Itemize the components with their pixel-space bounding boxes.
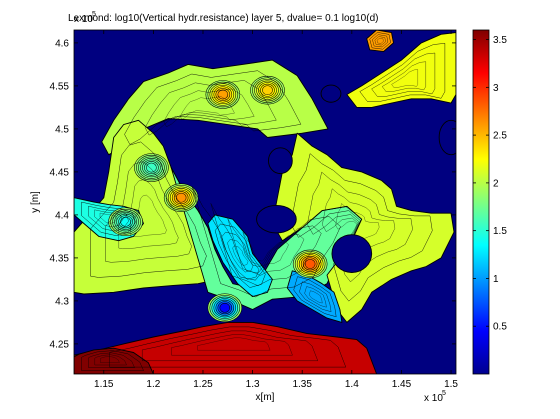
x-tick-label: 1.15 (94, 379, 114, 390)
contour-line (109, 326, 347, 368)
y-axis-label: y [m] (30, 191, 41, 213)
contour-line (94, 354, 127, 366)
colorbar-tick-label: 1.5 (493, 226, 507, 237)
contour-line (308, 290, 323, 304)
y-tick-label: 4.55 (50, 81, 70, 92)
colorbar-frame (472, 29, 490, 375)
contour-line (144, 80, 277, 136)
contour-line (242, 232, 289, 267)
x-tick-label: 1.45 (392, 379, 412, 390)
region-south-red-zone (74, 321, 378, 374)
contour-line (227, 218, 305, 276)
x-multiplier-label: x 10 (424, 393, 443, 404)
contour-line (227, 239, 254, 273)
x-axis: 1.15 1.2 1.25 1.3 1.35 1.4 1.45 1.5 (94, 30, 458, 390)
contour-line (359, 43, 446, 102)
y-tick-label: 4.6 (55, 38, 69, 49)
hotspot-low-north-west-ring (146, 162, 157, 173)
colorbar-tick-label: 3 (493, 83, 499, 94)
contour-line (163, 88, 255, 128)
contour-line (369, 32, 391, 50)
hotspot-peak-center-ring (304, 259, 316, 269)
x-tick-label: 1.35 (292, 379, 312, 390)
contour-line (94, 209, 123, 228)
contour-line (232, 245, 249, 266)
contour-line (130, 194, 167, 237)
region-northeast-peak (366, 30, 394, 52)
contour-line (293, 276, 337, 318)
contour-line (124, 70, 302, 145)
colorbar-tick-label: 3.5 (493, 35, 507, 46)
contour-line (100, 356, 120, 363)
hole-center (256, 204, 297, 234)
x-tick-label: 1.5 (444, 379, 458, 390)
colorbar (473, 30, 489, 374)
contour-line (191, 186, 341, 298)
x-tick-label: 1.4 (345, 379, 359, 390)
plot-area (74, 30, 456, 374)
hole-north-center (268, 147, 293, 175)
x-tick-label: 1.3 (246, 379, 260, 390)
region-east-plateau (271, 132, 455, 323)
contour-line (372, 34, 389, 48)
y-tick-label: 4.35 (50, 253, 70, 264)
contour-line (210, 203, 322, 286)
contour-line (99, 212, 117, 224)
contour-line (105, 161, 192, 263)
contour-line (88, 205, 129, 232)
colorbar-tick-label: 1 (493, 274, 499, 285)
hotspot-layer (108, 75, 328, 323)
y-tick-label: 4.45 (50, 167, 70, 178)
y-tick-label: 4.5 (55, 124, 69, 135)
contour-line (391, 69, 419, 88)
contour-line (179, 96, 235, 120)
contour-line (88, 352, 135, 368)
y-axis: 4.25 4.3 4.35 4.4 4.45 4.5 4.55 4.6 (50, 38, 456, 350)
hole-layer (256, 84, 456, 273)
x-tick-label: 1.25 (193, 379, 213, 390)
y-multiplier-label: x 10 (74, 14, 93, 25)
contour-line (141, 330, 319, 362)
x-multiplier-exponent: 5 (442, 390, 446, 397)
contour-line (304, 286, 327, 308)
x-axis-label: x[m] (256, 392, 275, 403)
hole-east (331, 234, 373, 273)
y-multiplier-exponent: 5 (92, 11, 96, 18)
axes-frame (73, 29, 457, 375)
contour-line (81, 350, 144, 371)
contour-line (381, 61, 427, 92)
hotspot-peak-west-ring (175, 192, 187, 203)
contour-line (290, 153, 433, 302)
contour-line (197, 337, 271, 351)
contour-line (299, 281, 332, 312)
contour-line (171, 334, 293, 356)
contour-line (376, 38, 384, 44)
contour-line (221, 231, 260, 280)
hole-far-east (438, 119, 456, 156)
contour-line (214, 223, 266, 288)
y-tick-label: 4.25 (50, 339, 70, 350)
chart-title: Lexmond: log10(Vertical hydr.resistance)… (68, 13, 378, 24)
contour-line (81, 201, 136, 236)
y-tick-label: 4.3 (55, 296, 69, 307)
contour-line (90, 141, 207, 278)
contour-line (371, 52, 436, 97)
colorbar-tick-label: 2 (493, 178, 499, 189)
hotspot-peak-north-2-ring (262, 85, 273, 96)
hotspot-low-south-ring (219, 302, 231, 313)
y-tick-label: 4.4 (55, 210, 69, 221)
colorbar-tick-label: 0.5 (493, 322, 507, 333)
contour-line (374, 36, 386, 46)
hole-northeast (320, 84, 342, 103)
colorbar-tick-label: 2.5 (493, 131, 507, 142)
colorbar-axis: 0.5 1 1.5 2 2.5 3 3.5 (473, 35, 507, 333)
x-tick-label: 1.2 (146, 379, 160, 390)
